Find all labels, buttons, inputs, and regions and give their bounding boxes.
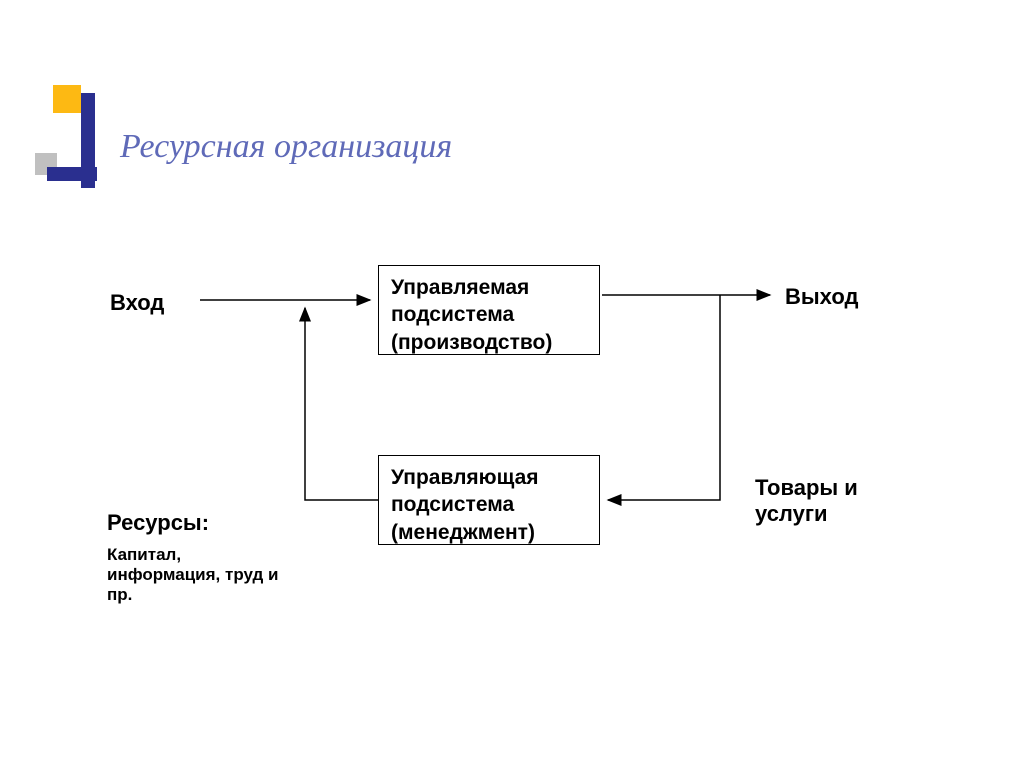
box-managing-subsystem: Управляющая подсистема (менеджмент)	[378, 455, 600, 545]
deco-yellow-square	[53, 85, 81, 113]
box-managed-subsystem: Управляемая подсистема (производство)	[378, 265, 600, 355]
slide-title: Ресурсная организация	[120, 128, 452, 166]
arrow-down-to-managing	[608, 295, 720, 500]
diagram-arrows	[0, 0, 1024, 767]
label-output: Выход	[785, 284, 858, 310]
label-input: Вход	[110, 290, 164, 316]
label-resources-title: Ресурсы:	[107, 510, 209, 536]
deco-navy-horizontal	[47, 167, 97, 181]
label-resources-detail: Капитал, информация, труд и пр.	[107, 545, 297, 605]
arrow-managing-to-up	[305, 308, 378, 500]
label-goods: Товары и услуги	[755, 475, 890, 527]
